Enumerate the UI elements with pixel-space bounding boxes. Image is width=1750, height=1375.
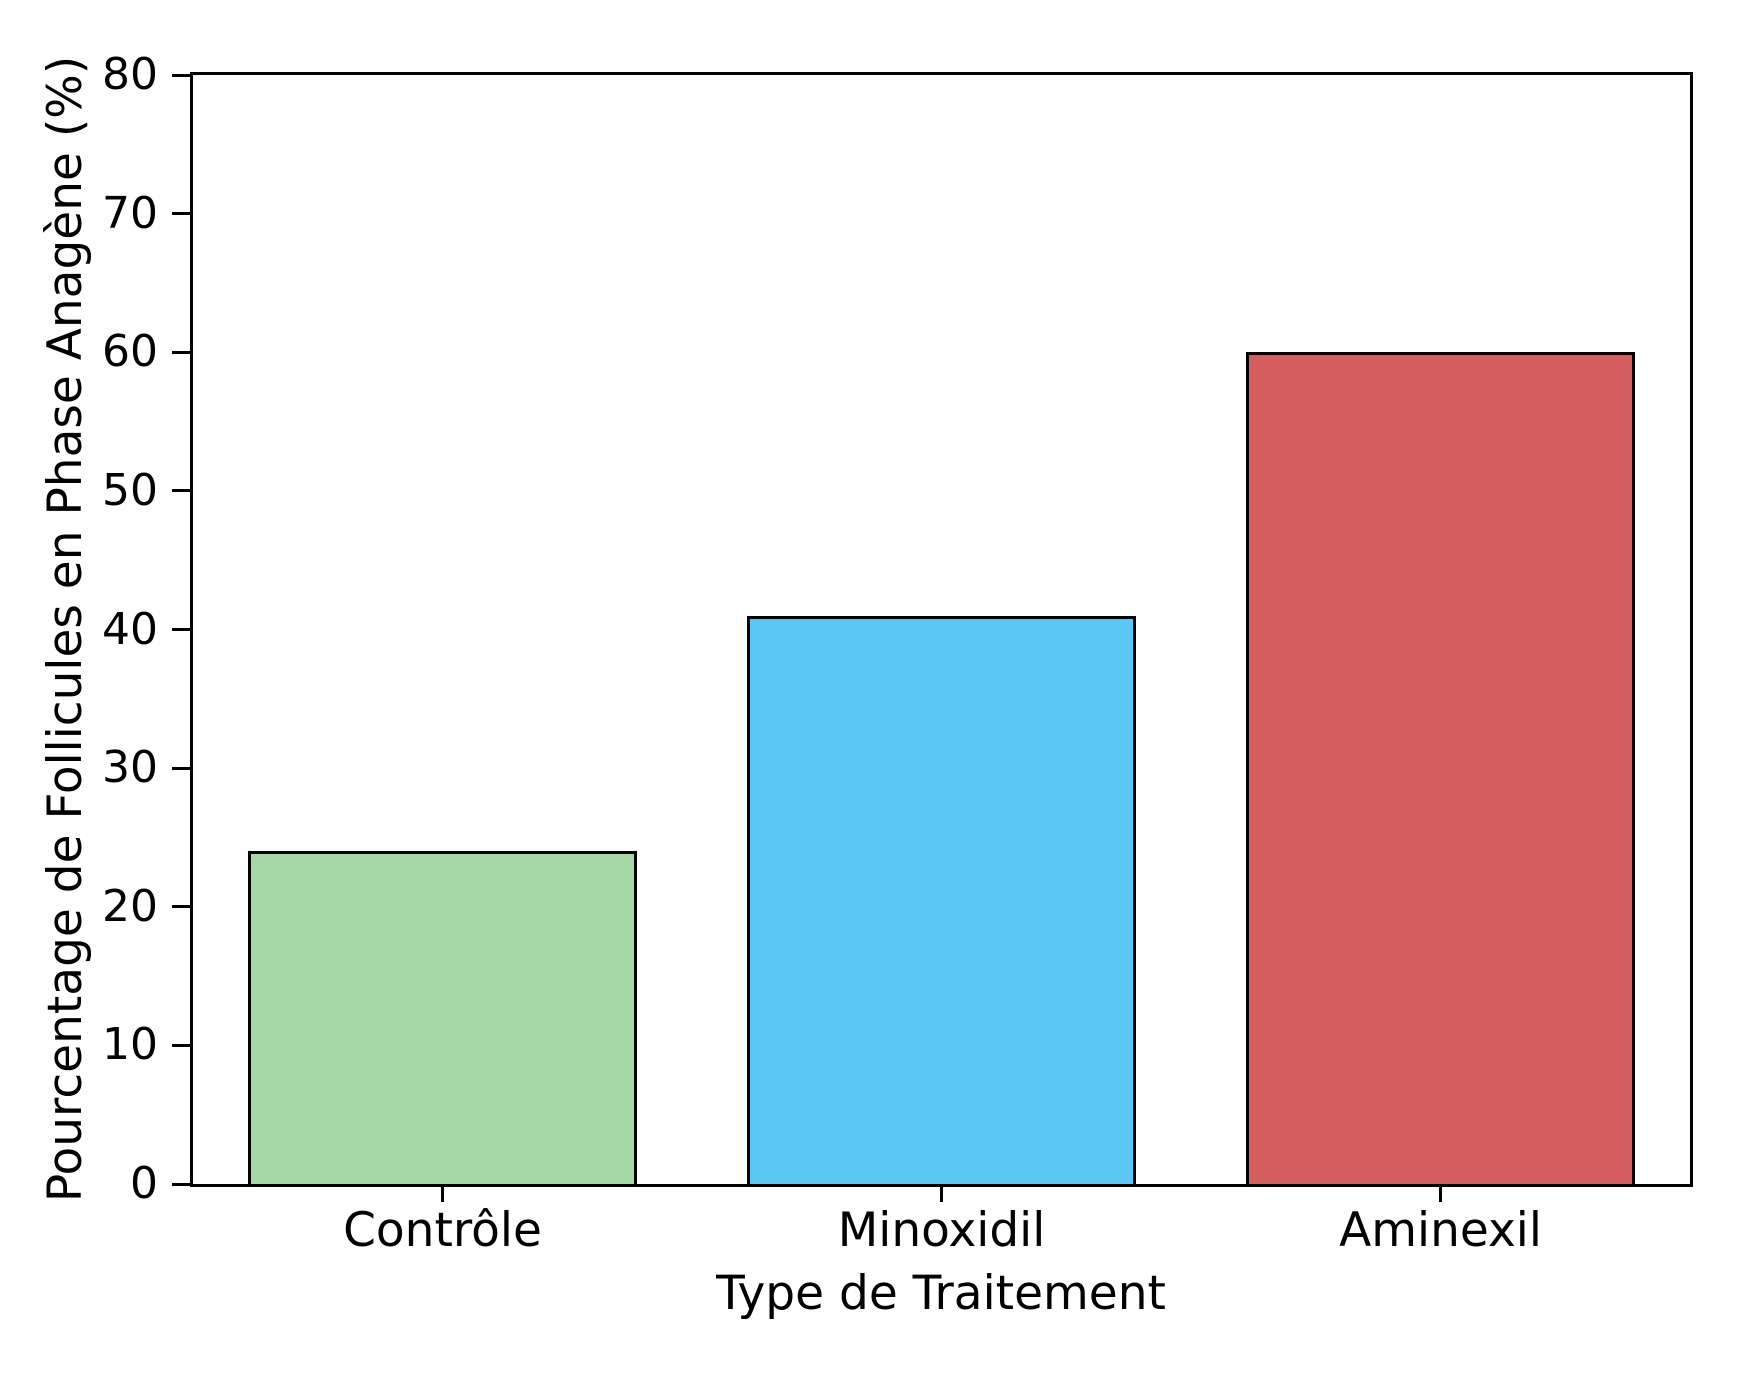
y-tick-mark-10 xyxy=(172,1043,190,1047)
bar-aminexil xyxy=(1245,352,1636,1187)
y-tick-label-40: 40 xyxy=(102,603,158,655)
y-tick-label-10: 10 xyxy=(102,1019,158,1071)
x-axis-label: Type de Traitement xyxy=(716,1266,1166,1321)
y-tick-mark-50 xyxy=(172,489,190,493)
x-tick-mark-aminexil xyxy=(1439,1184,1442,1202)
x-tick-label-controle: Contrôle xyxy=(343,1203,542,1258)
y-tick-label-30: 30 xyxy=(102,742,158,794)
y-tick-label-70: 70 xyxy=(102,187,158,239)
x-tick-mark-controle xyxy=(441,1184,444,1202)
y-tick-mark-20 xyxy=(172,905,190,909)
y-tick-label-50: 50 xyxy=(102,464,158,516)
y-tick-mark-0 xyxy=(172,1182,190,1186)
plot-area: 0 10 20 30 40 50 60 70 80 Contrôle Minoxidil Aminex… xyxy=(102,53,1693,1257)
bar-minoxidil xyxy=(746,615,1137,1187)
y-tick-mark-70 xyxy=(172,212,190,216)
bar-controle xyxy=(247,851,638,1187)
y-tick-label-20: 20 xyxy=(102,880,158,932)
y-tick-mark-30 xyxy=(172,766,190,770)
x-tick-label-minoxidil: Minoxidil xyxy=(837,1203,1046,1258)
y-tick-mark-60 xyxy=(172,350,190,354)
y-tick-label-60: 60 xyxy=(102,326,158,378)
x-tick-mark-minoxidil xyxy=(940,1184,943,1202)
x-tick-label-aminexil: Aminexil xyxy=(1339,1203,1542,1258)
y-tick-label-0: 0 xyxy=(130,1158,158,1209)
y-tick-label-80: 80 xyxy=(102,49,158,100)
y-tick-mark-40 xyxy=(172,628,190,631)
y-tick-mark-80 xyxy=(172,73,190,77)
